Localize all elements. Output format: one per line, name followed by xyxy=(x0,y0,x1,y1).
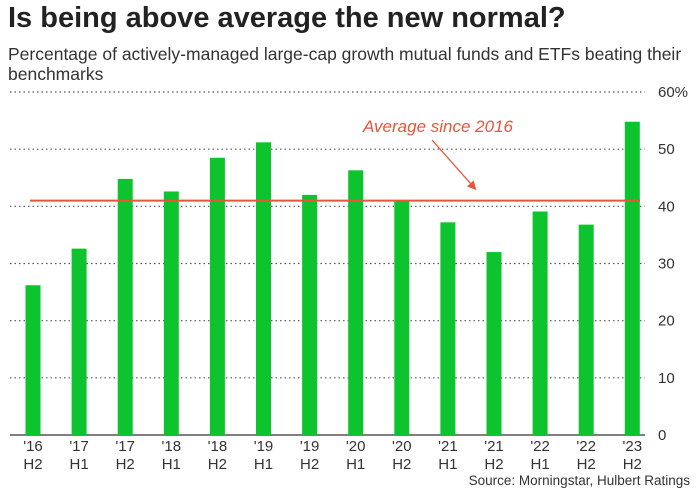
x-tick-label-half: H1 xyxy=(254,456,273,473)
x-tick-label-half: H1 xyxy=(70,456,89,473)
bar xyxy=(394,200,410,435)
x-tick-label-year: '21 xyxy=(438,438,458,455)
bar xyxy=(71,248,87,435)
x-tick-label-half: H2 xyxy=(208,456,227,473)
x-tick-label-year: '21 xyxy=(484,438,504,455)
x-tick-label-year: '19 xyxy=(254,438,274,455)
annotation-arrow xyxy=(431,139,477,191)
y-tick-label: 10 xyxy=(658,370,675,387)
bar xyxy=(25,285,41,435)
x-tick-label-half: H1 xyxy=(531,456,550,473)
x-tick-label-half: H2 xyxy=(392,456,411,473)
x-tick-label-half: H2 xyxy=(116,456,135,473)
bar xyxy=(256,142,271,435)
average-annotation: Average since 2016 xyxy=(362,117,514,136)
x-tick-label-year: '20 xyxy=(392,438,412,455)
bar xyxy=(578,224,594,435)
x-tick-label-half: H2 xyxy=(484,456,503,473)
chart-title: Is being above average the new normal? xyxy=(8,2,566,34)
x-tick-label-year: '22 xyxy=(530,438,550,455)
chart-subtitle: Percentage of actively-managed large-cap… xyxy=(8,44,682,84)
x-tick-label-half: H2 xyxy=(577,456,596,473)
bar xyxy=(117,178,133,436)
bar xyxy=(486,252,502,435)
y-tick-label: 40 xyxy=(658,198,675,215)
x-tick-label-half: H2 xyxy=(623,456,642,473)
source-note: Source: Morningstar, Hulbert Ratings xyxy=(468,473,690,488)
bar xyxy=(624,121,640,435)
x-tick-label-year: '20 xyxy=(346,438,366,455)
y-tick-label: 30 xyxy=(658,256,675,273)
x-tick-label-year: '17 xyxy=(115,438,135,455)
x-tick-label-half: H2 xyxy=(300,456,319,473)
x-tick-label-year: '18 xyxy=(162,438,182,455)
y-tick-label: 50 xyxy=(658,141,675,158)
y-tick-label: 60% xyxy=(658,84,688,101)
y-tick-label: 20 xyxy=(658,313,675,330)
x-tick-label-year: '17 xyxy=(69,438,89,455)
x-tick-label-half: H1 xyxy=(346,456,365,473)
bar xyxy=(532,211,548,435)
x-tick-label-year: '22 xyxy=(576,438,596,455)
x-tick-label-year: '23 xyxy=(623,438,643,455)
y-tick-label: 0 xyxy=(658,427,666,444)
x-tick-label-half: H1 xyxy=(438,456,457,473)
x-tick-label-year: '16 xyxy=(23,438,43,455)
bar xyxy=(209,157,225,435)
bar xyxy=(348,170,364,435)
bar xyxy=(302,194,318,435)
x-tick-label-half: H1 xyxy=(162,456,181,473)
x-tick-label-half: H2 xyxy=(23,456,42,473)
x-tick-label-year: '18 xyxy=(208,438,228,455)
bar xyxy=(440,222,456,435)
bar xyxy=(163,191,179,435)
x-tick-label-year: '19 xyxy=(300,438,320,455)
